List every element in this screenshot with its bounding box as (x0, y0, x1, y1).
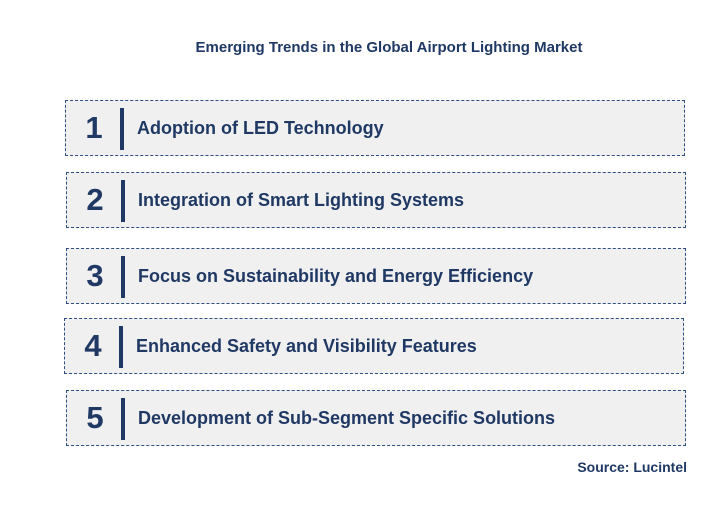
trend-label: Development of Sub-Segment Specific Solu… (138, 407, 556, 428)
page-title: Emerging Trends in the Global Airport Li… (195, 39, 583, 56)
trend-divider (121, 180, 125, 222)
trend-label: Adoption of LED Technology (137, 117, 384, 138)
trend-label: Focus on Sustainability and Energy Effic… (138, 265, 534, 286)
trend-divider (121, 256, 125, 298)
trend-divider (119, 326, 123, 368)
trend-item-2: 2 Integration of Smart Lighting Systems (66, 172, 686, 228)
trend-number: 1 (85, 110, 103, 145)
trend-label: Enhanced Safety and Visibility Features (136, 335, 477, 356)
trend-number: 5 (86, 400, 104, 435)
trend-divider (121, 398, 125, 440)
trend-item-4: 4 Enhanced Safety and Visibility Feature… (64, 318, 684, 374)
trend-item-5: 5 Development of Sub-Segment Specific So… (66, 390, 686, 446)
trend-number: 2 (86, 182, 104, 217)
trend-item-1: 1 Adoption of LED Technology (65, 100, 685, 156)
trend-label: Integration of Smart Lighting Systems (138, 189, 465, 210)
source-credit: Source: Lucintel (577, 459, 687, 475)
trend-item-3: 3 Focus on Sustainability and Energy Eff… (66, 248, 686, 304)
trend-divider (120, 108, 124, 150)
trend-number: 4 (84, 328, 102, 363)
trend-number: 3 (86, 258, 104, 293)
